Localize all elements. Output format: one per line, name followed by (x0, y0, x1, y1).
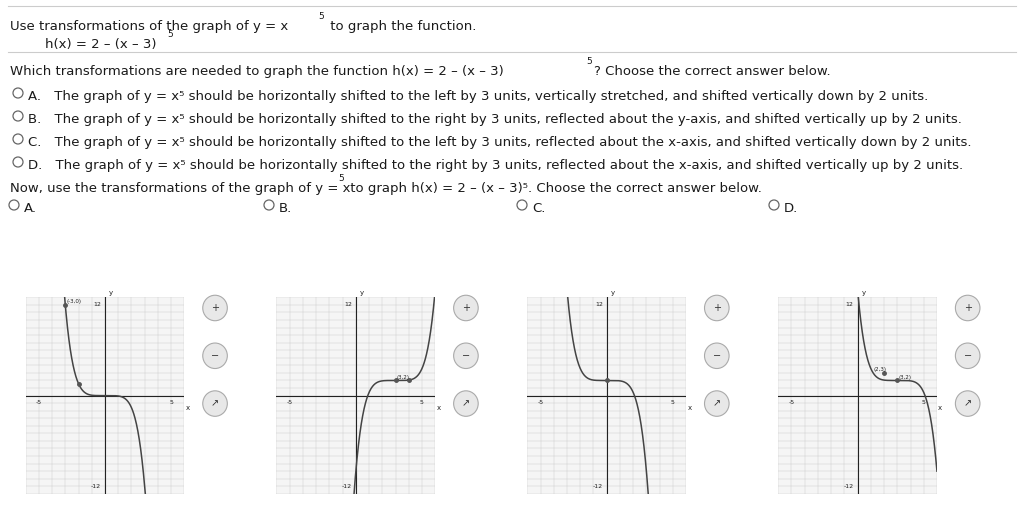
Text: Which transformations are needed to graph the function h(x) = 2 – (x – 3): Which transformations are needed to grap… (10, 65, 504, 78)
Circle shape (955, 391, 980, 416)
Text: B.: B. (279, 202, 292, 215)
Text: -12: -12 (844, 484, 854, 489)
Text: Now, use the transformations of the graph of y = x: Now, use the transformations of the grap… (10, 182, 350, 195)
Text: -12: -12 (91, 484, 101, 489)
Text: D.: D. (784, 202, 799, 215)
Circle shape (705, 343, 729, 369)
Text: 5: 5 (169, 400, 173, 405)
Text: (-3,0): (-3,0) (67, 298, 82, 304)
Text: 5: 5 (420, 400, 424, 405)
Text: Use transformations of the graph of y = x: Use transformations of the graph of y = … (10, 20, 288, 33)
Text: -5: -5 (36, 400, 42, 405)
Text: D.  The graph of y = x⁵ should be horizontally shifted to the right by 3 units, : D. The graph of y = x⁵ should be horizon… (28, 159, 964, 172)
Text: -12: -12 (342, 484, 352, 489)
Text: +: + (462, 303, 470, 313)
Circle shape (955, 295, 980, 321)
Text: (2,3): (2,3) (873, 367, 887, 372)
Text: y: y (610, 290, 614, 296)
Text: x: x (938, 405, 942, 410)
Text: (3,2): (3,2) (899, 375, 911, 380)
Text: C.  The graph of y = x⁵ should be horizontally shifted to the left by 3 units, r: C. The graph of y = x⁵ should be horizon… (28, 136, 972, 149)
Circle shape (454, 391, 478, 416)
Text: 12: 12 (846, 303, 854, 307)
Text: -5: -5 (788, 400, 795, 405)
Text: -5: -5 (538, 400, 544, 405)
Text: to graph h(x) = 2 – (x – 3)⁵. Choose the correct answer below.: to graph h(x) = 2 – (x – 3)⁵. Choose the… (346, 182, 762, 195)
Text: 5: 5 (318, 12, 324, 21)
Text: 12: 12 (595, 303, 603, 307)
Circle shape (203, 343, 227, 369)
Text: 5: 5 (338, 174, 344, 183)
Circle shape (203, 295, 227, 321)
Text: C.: C. (532, 202, 546, 215)
Text: 5: 5 (167, 30, 173, 39)
Text: +: + (211, 303, 219, 313)
Circle shape (705, 295, 729, 321)
Text: x: x (687, 405, 691, 410)
Circle shape (955, 343, 980, 369)
Text: x: x (436, 405, 440, 410)
Text: A.  The graph of y = x⁵ should be horizontally shifted to the left by 3 units, v: A. The graph of y = x⁵ should be horizon… (28, 90, 928, 103)
Text: to graph the function.: to graph the function. (326, 20, 476, 33)
Text: B.  The graph of y = x⁵ should be horizontally shifted to the right by 3 units, : B. The graph of y = x⁵ should be horizon… (28, 113, 962, 126)
Text: 5: 5 (922, 400, 926, 405)
Circle shape (203, 391, 227, 416)
Text: ↗: ↗ (964, 399, 972, 408)
Text: y: y (359, 290, 364, 296)
Circle shape (454, 343, 478, 369)
Text: ↗: ↗ (713, 399, 721, 408)
Text: A.: A. (24, 202, 37, 215)
Text: h(x) = 2 – (x – 3): h(x) = 2 – (x – 3) (45, 38, 157, 51)
Text: 12: 12 (93, 303, 101, 307)
Text: +: + (713, 303, 721, 313)
Text: −: − (462, 351, 470, 361)
Text: −: − (211, 351, 219, 361)
Circle shape (454, 295, 478, 321)
Text: ? Choose the correct answer below.: ? Choose the correct answer below. (594, 65, 830, 78)
Circle shape (705, 391, 729, 416)
Text: (3,2): (3,2) (397, 375, 410, 380)
Text: 5: 5 (671, 400, 675, 405)
Text: y: y (109, 290, 113, 296)
Text: y: y (861, 290, 865, 296)
Text: ↗: ↗ (211, 399, 219, 408)
Text: ↗: ↗ (462, 399, 470, 408)
Text: +: + (964, 303, 972, 313)
Text: 5: 5 (586, 57, 592, 66)
Text: x: x (185, 405, 189, 410)
Text: −: − (964, 351, 972, 361)
Text: −: − (713, 351, 721, 361)
Text: -5: -5 (287, 400, 293, 405)
Text: -12: -12 (593, 484, 603, 489)
Text: 12: 12 (344, 303, 352, 307)
